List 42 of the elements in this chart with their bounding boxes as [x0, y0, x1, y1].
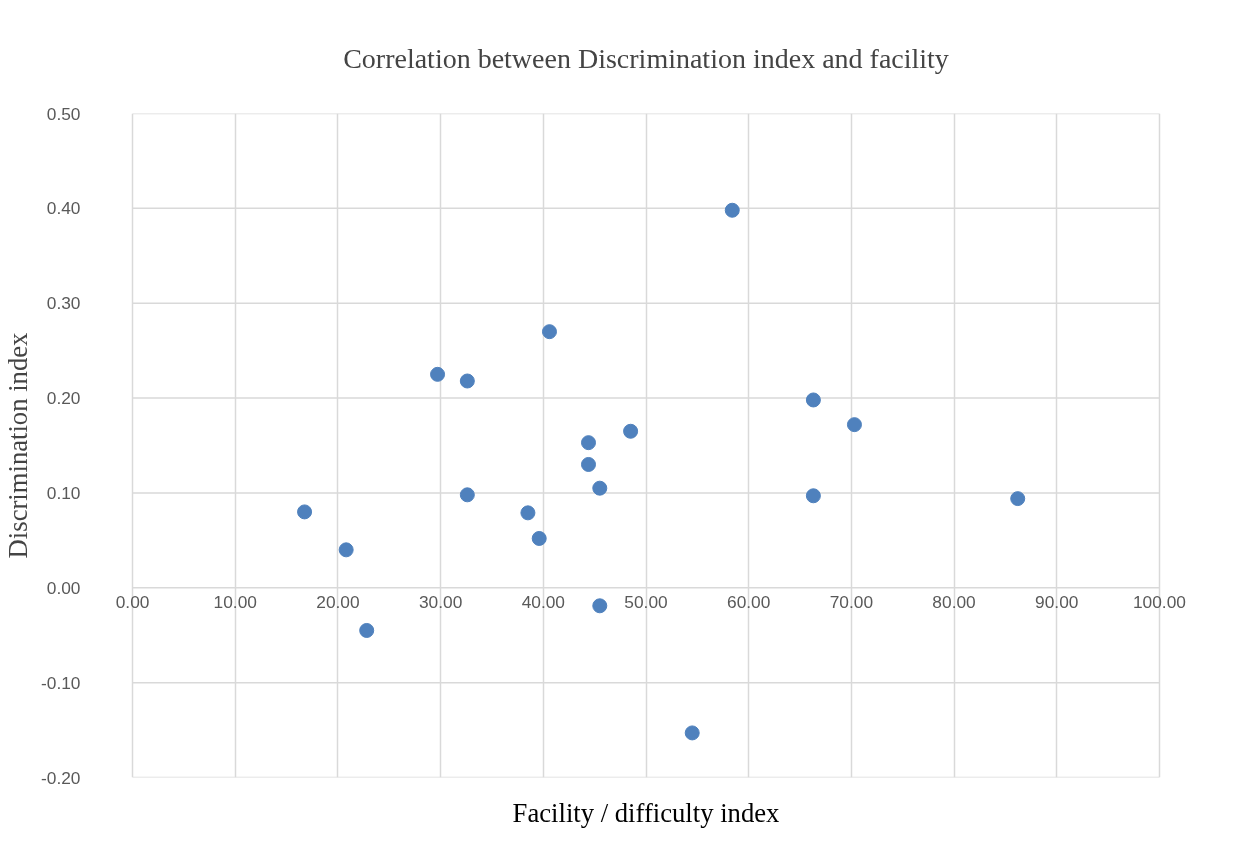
- x-tick-label: 60.00: [727, 591, 771, 612]
- x-tick-label: 100.00: [1132, 591, 1186, 612]
- x-tick-label: 0.00: [115, 591, 150, 612]
- x-tick-label: 40.00: [521, 591, 566, 612]
- x-axis-title: Facility / difficulty index: [512, 797, 780, 828]
- x-tick-label: 70.00: [829, 591, 874, 612]
- point: [338, 542, 354, 558]
- y-tick-label: 0.40: [46, 198, 81, 219]
- point: [805, 392, 821, 408]
- x-tick-label: 10.00: [213, 591, 257, 612]
- point: [430, 366, 446, 382]
- point: [520, 505, 536, 521]
- point: [846, 417, 862, 433]
- x-tick-label: 30.00: [418, 591, 463, 612]
- point: [805, 488, 821, 504]
- point: [581, 456, 596, 472]
- point: [581, 435, 596, 451]
- y-tick-label: 0.00: [46, 577, 81, 598]
- point: [1010, 491, 1026, 507]
- x-tick-label: 50.00: [624, 591, 668, 612]
- point: [359, 622, 375, 638]
- y-axis-title: Discrimination index: [3, 332, 33, 559]
- y-tick-label: 0.20: [46, 388, 81, 409]
- y-tick-label: 0.10: [46, 482, 81, 503]
- x-tick-label: 90.00: [1035, 591, 1079, 612]
- x-tick-label: 80.00: [932, 591, 976, 612]
- y-tick-label: 0.50: [46, 103, 81, 124]
- point: [684, 725, 700, 741]
- y-tick-label: -0.20: [41, 767, 81, 788]
- y-tick-label: -0.10: [41, 672, 81, 693]
- point: [592, 598, 608, 614]
- point: [459, 487, 475, 503]
- point: [623, 423, 639, 439]
- point: [531, 530, 547, 546]
- chart-title: Correlation between Discrimination index and facility: [343, 42, 949, 74]
- y-tick-label: 0.30: [46, 293, 81, 314]
- point: [459, 373, 475, 389]
- point: [724, 202, 740, 218]
- point: [592, 480, 608, 496]
- x-tick-label: 20.00: [316, 591, 360, 612]
- point: [541, 324, 557, 340]
- point: [297, 504, 313, 520]
